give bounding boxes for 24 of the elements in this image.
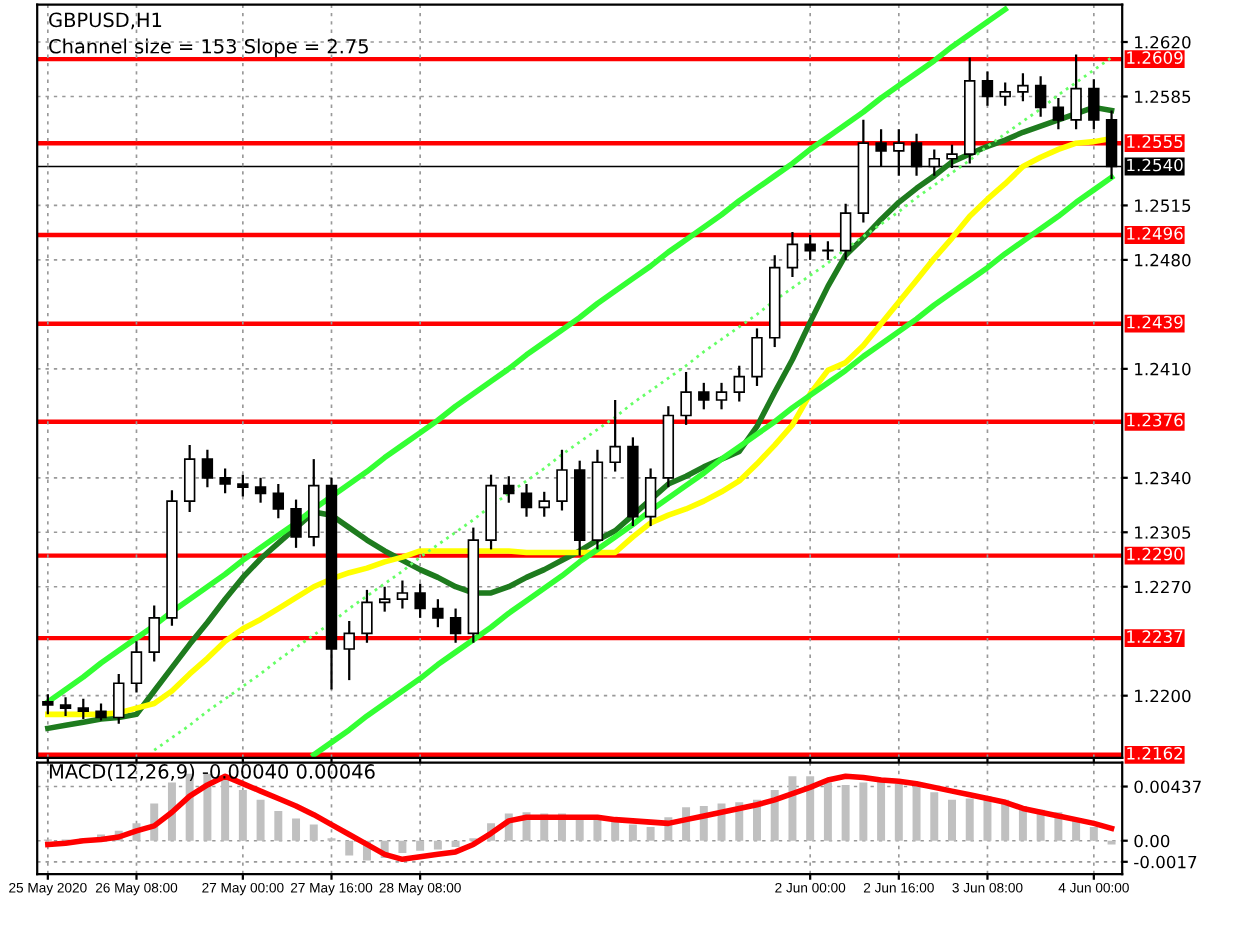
y-tick-label: 1.2620 [1135, 35, 1191, 49]
y-tick-label: 0.00437 [1134, 780, 1201, 794]
y-tick-label: -0.0017 [1134, 855, 1197, 869]
y-tick-label: 1.2585 [1135, 90, 1191, 104]
text: Channel size = 153 Slope = 2.75 [49, 38, 368, 58]
chart-title: MACD(12,26,9) -0.00040 0.00046 [49, 763, 375, 782]
ref-line-label: 1.2290 [1127, 547, 1183, 561]
y-tick-label: 1.2515 [1135, 199, 1191, 212]
ref-line-label: 1.2496 [1127, 227, 1183, 240]
y-tick-label: 1.2340 [1135, 471, 1191, 485]
chart-title: GBPUSD,H1 [49, 12, 162, 30]
y-tick-label: 1.2410 [1135, 362, 1191, 376]
ref-line-label: 1.2439 [1127, 315, 1183, 329]
y-tick-label: 0.00 [1134, 834, 1170, 848]
ref-line-label: 1.2237 [1127, 630, 1183, 643]
y-tick-label: 1.2200 [1135, 689, 1191, 703]
ref-line-label: 1.2540 [1127, 158, 1183, 172]
y-tick-label: 1.2305 [1135, 526, 1191, 539]
ref-line-label: 1.2609 [1127, 51, 1183, 64]
y-tick-label: 1.2480 [1135, 253, 1191, 267]
y-tick-label: 1.2270 [1135, 580, 1191, 594]
ref-line-label: 1.2555 [1127, 135, 1183, 149]
ref-line-label: 1.2162 [1127, 747, 1183, 760]
ref-line-label: 1.2376 [1127, 414, 1183, 427]
